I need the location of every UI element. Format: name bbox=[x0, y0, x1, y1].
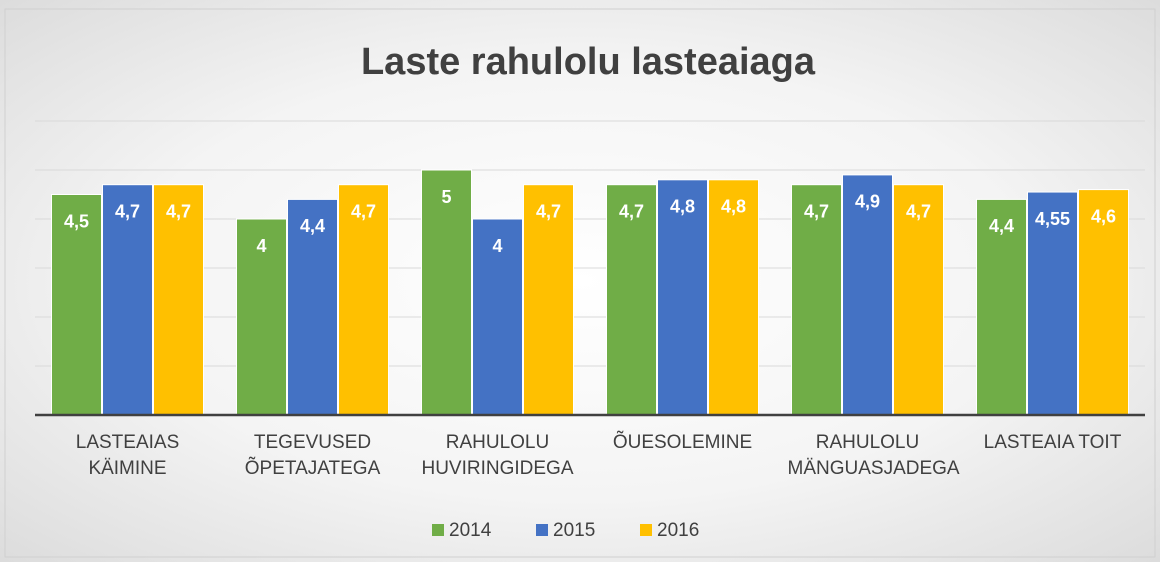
legend-label: 2015 bbox=[553, 520, 595, 541]
data-label: 4 bbox=[256, 236, 266, 256]
bar bbox=[606, 184, 657, 416]
data-label: 4,9 bbox=[855, 192, 880, 212]
bar bbox=[472, 218, 523, 416]
bar bbox=[51, 194, 102, 416]
data-label: 4,7 bbox=[804, 201, 829, 221]
data-label: 4,4 bbox=[989, 216, 1014, 236]
data-label: 4,4 bbox=[300, 216, 325, 236]
x-tick-label: TEGEVUSED ÕPETAJATEGA bbox=[244, 432, 381, 479]
chart-border bbox=[4, 8, 1156, 558]
data-label: 4,8 bbox=[670, 197, 695, 217]
data-label: 4,7 bbox=[115, 201, 140, 221]
legend-swatch bbox=[432, 524, 444, 536]
data-label: 4,7 bbox=[619, 201, 644, 221]
bar bbox=[657, 179, 708, 416]
data-label: 4,7 bbox=[166, 201, 191, 221]
data-label: 5 bbox=[441, 187, 451, 207]
data-label: 4,7 bbox=[536, 201, 561, 221]
bar bbox=[976, 198, 1027, 416]
bar bbox=[153, 184, 204, 416]
x-tick-label: LASTEAIAS KÄIMINE bbox=[75, 432, 180, 479]
data-label: 4,55 bbox=[1035, 209, 1070, 229]
legend-swatch bbox=[640, 524, 652, 536]
bar bbox=[523, 184, 574, 416]
bar bbox=[421, 169, 472, 416]
data-label: 4 bbox=[492, 236, 502, 256]
legend-label: 2016 bbox=[657, 520, 699, 541]
bar bbox=[287, 198, 338, 416]
bar bbox=[102, 184, 153, 416]
data-label: 4,7 bbox=[351, 201, 376, 221]
chart-title: Laste rahulolu lasteaiaga bbox=[361, 41, 816, 83]
bar bbox=[708, 179, 759, 416]
legend-swatch bbox=[536, 524, 548, 536]
bar bbox=[893, 184, 944, 416]
x-tick-label: ÕUESOLEMINE bbox=[612, 432, 753, 453]
bar bbox=[338, 184, 389, 416]
data-label: 4,6 bbox=[1091, 206, 1116, 226]
x-tick-label: RAHULOLU HUVIRINGIDEGA bbox=[421, 432, 574, 479]
x-tick-label: LASTEAIA TOIT bbox=[983, 432, 1122, 453]
bar bbox=[1078, 189, 1129, 416]
data-label: 4,8 bbox=[721, 197, 746, 217]
data-label: 4,5 bbox=[64, 211, 89, 231]
bar bbox=[1027, 191, 1078, 416]
bar bbox=[842, 174, 893, 416]
legend-label: 2014 bbox=[449, 520, 492, 541]
x-tick-label: RAHULOLU MÄNGUASJADEGA bbox=[787, 432, 960, 479]
data-label: 4,7 bbox=[906, 201, 931, 221]
